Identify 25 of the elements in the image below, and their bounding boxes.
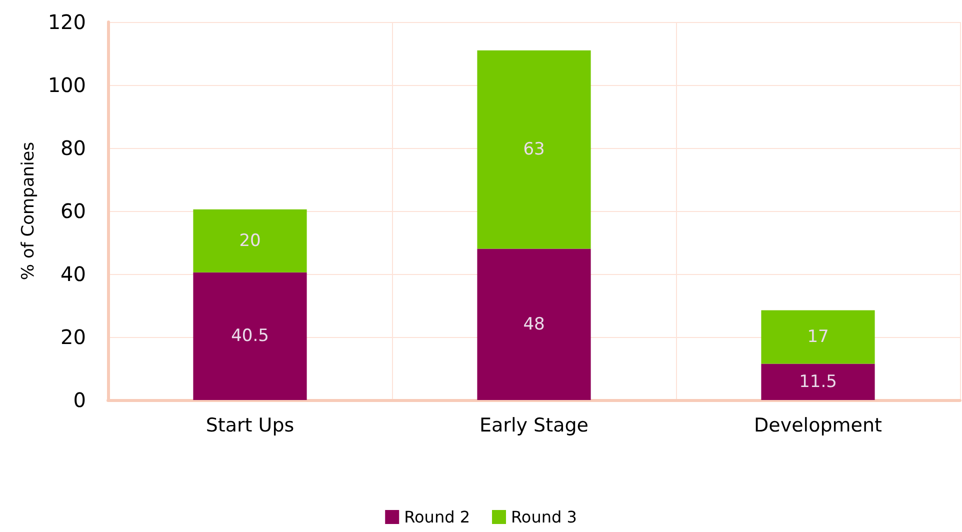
bar <box>477 50 591 249</box>
bar <box>761 364 875 400</box>
y-tick-label: 20 <box>60 325 86 349</box>
data-label: 20 <box>239 230 261 251</box>
bar <box>761 310 875 364</box>
bar <box>193 209 307 272</box>
x-tick-label: Development <box>754 414 882 436</box>
y-tick-label: 0 <box>73 388 86 412</box>
x-tick-label: Start Ups <box>206 414 294 436</box>
y-tick-label: 120 <box>48 10 86 34</box>
data-label: 11.5 <box>799 372 837 392</box>
y-tick-label: 60 <box>60 199 86 223</box>
legend-label: Round 2 <box>404 508 470 526</box>
x-tick-label: Early Stage <box>480 414 588 436</box>
y-tick-label: 80 <box>60 136 86 160</box>
data-label: 63 <box>523 140 545 160</box>
data-label: 17 <box>807 327 829 347</box>
y-tick-label: 40 <box>60 262 86 286</box>
bar <box>193 272 307 400</box>
data-label: 40.5 <box>231 326 269 346</box>
data-label: 48 <box>523 314 545 334</box>
y-tick-label: 100 <box>48 73 86 97</box>
legend-label: Round 3 <box>511 508 577 526</box>
bar <box>477 248 591 400</box>
y-axis-title: % of Companies <box>18 142 38 280</box>
